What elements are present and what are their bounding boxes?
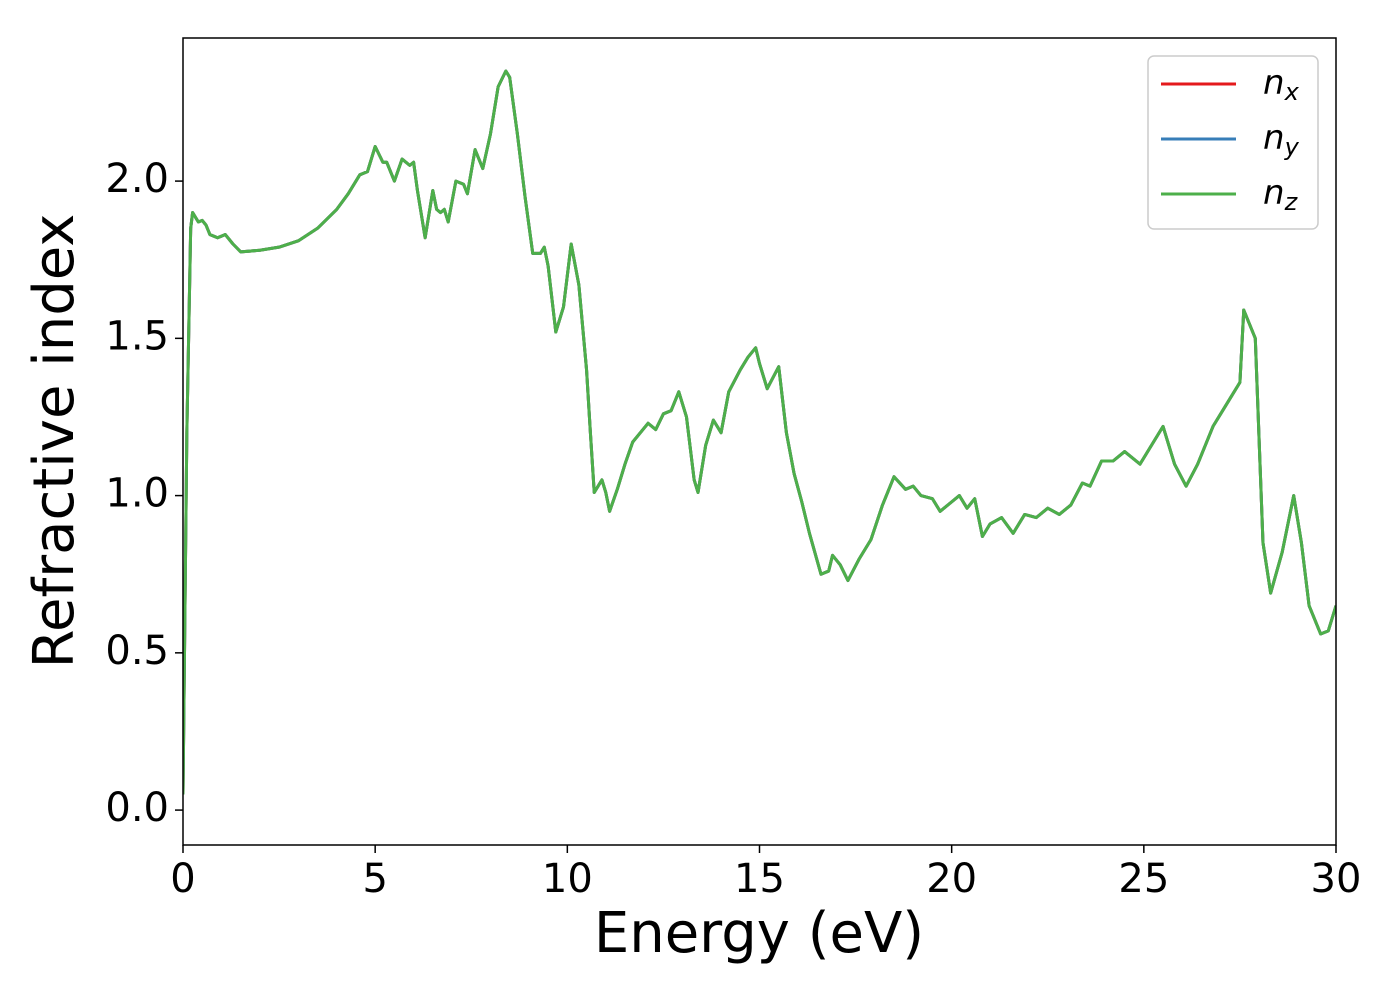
legend-box <box>1147 55 1319 230</box>
x-tick-label: 20 <box>926 856 977 902</box>
y-axis-label: Refractive index <box>22 214 87 669</box>
y-tick-label: 1.0 <box>105 471 169 517</box>
x-axis-label: Energy (eV) <box>594 901 924 966</box>
x-tick-label: 0 <box>170 856 195 902</box>
legend-label-main: n <box>1263 118 1285 158</box>
plot-frame <box>182 37 1337 846</box>
y-tick-label: 2.0 <box>105 156 169 202</box>
legend-label-main: n <box>1263 63 1285 103</box>
legend-label-sub: z <box>1284 188 1299 216</box>
legend-label: nz <box>1263 173 1299 217</box>
legend-label: ny <box>1263 118 1300 162</box>
legend-label-sub: y <box>1284 133 1300 161</box>
legend-label: nx <box>1263 63 1300 107</box>
y-tick-label: 0.5 <box>105 628 169 674</box>
legend-label-main: n <box>1263 173 1285 213</box>
x-tick-label: 15 <box>734 856 785 902</box>
x-tick-label: 5 <box>362 856 387 902</box>
y-tick-label: 0.0 <box>105 785 169 831</box>
x-tick-label: 30 <box>1311 856 1362 902</box>
x-tick-label: 10 <box>542 856 593 902</box>
legend-label-sub: x <box>1284 78 1300 106</box>
y-tick-label: 1.5 <box>105 313 169 359</box>
line-series <box>183 69 1336 795</box>
x-tick-label: 25 <box>1118 856 1169 902</box>
